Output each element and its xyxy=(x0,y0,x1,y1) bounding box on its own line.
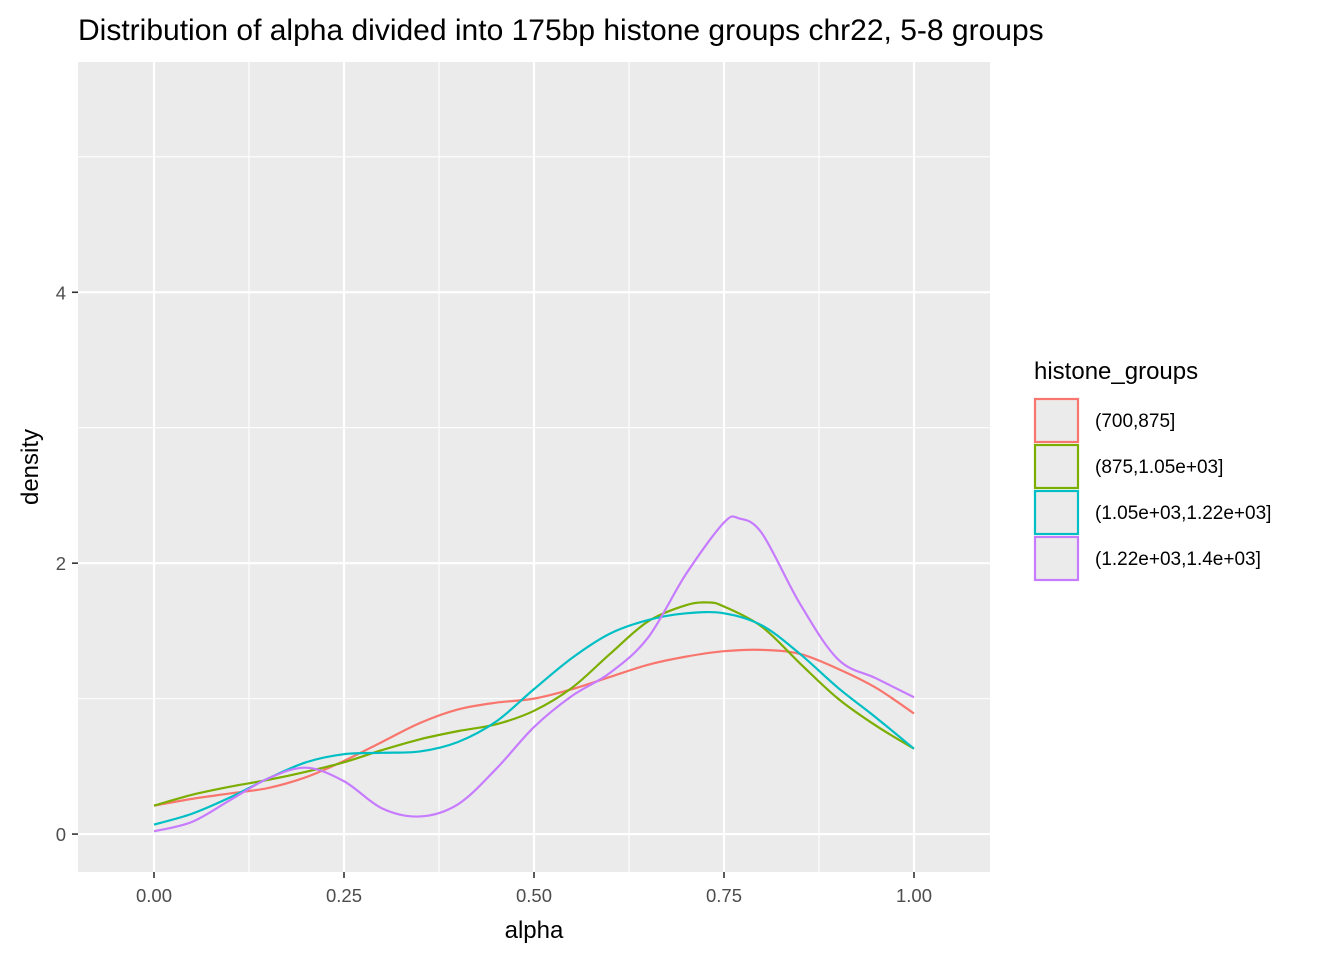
x-tick-label: 1.00 xyxy=(896,885,932,906)
y-tick-label: 0 xyxy=(56,824,66,845)
legend-label-2: (875,1.05e+03] xyxy=(1095,457,1223,478)
series-line-4 xyxy=(153,515,915,833)
legend-key-1 xyxy=(1033,397,1080,444)
legend-label-1: (700,875] xyxy=(1095,411,1175,432)
x-axis: 0.00 0.25 0.50 0.75 1.00 xyxy=(136,872,932,906)
x-tick-label: 0.00 xyxy=(136,885,172,906)
y-axis-title: density xyxy=(17,429,44,505)
y-tick-label: 2 xyxy=(56,553,66,574)
legend-title: histone_groups xyxy=(1034,358,1198,385)
y-axis: 0 2 4 xyxy=(56,282,78,845)
x-tick-label: 0.75 xyxy=(706,885,742,906)
x-axis-title: alpha xyxy=(505,917,564,944)
y-tick-label: 4 xyxy=(56,282,66,303)
legend-key-4 xyxy=(1033,535,1080,582)
legend-key-3 xyxy=(1033,489,1080,536)
legend-label-3: (1.05e+03,1.22e+03] xyxy=(1095,503,1271,524)
x-tick-label: 0.50 xyxy=(516,885,552,906)
legend: histone_groups (700,875] (875,1.05e+03] (1… xyxy=(1033,358,1271,582)
series-layer xyxy=(153,515,915,833)
chart-title: Distribution of alpha divided into 175bp… xyxy=(78,14,1044,47)
series-line-2 xyxy=(153,601,915,807)
grid-major xyxy=(78,62,990,872)
legend-label-4: (1.22e+03,1.4e+03] xyxy=(1095,549,1261,570)
x-tick-label: 0.25 xyxy=(326,885,362,906)
legend-key-2 xyxy=(1033,443,1080,490)
